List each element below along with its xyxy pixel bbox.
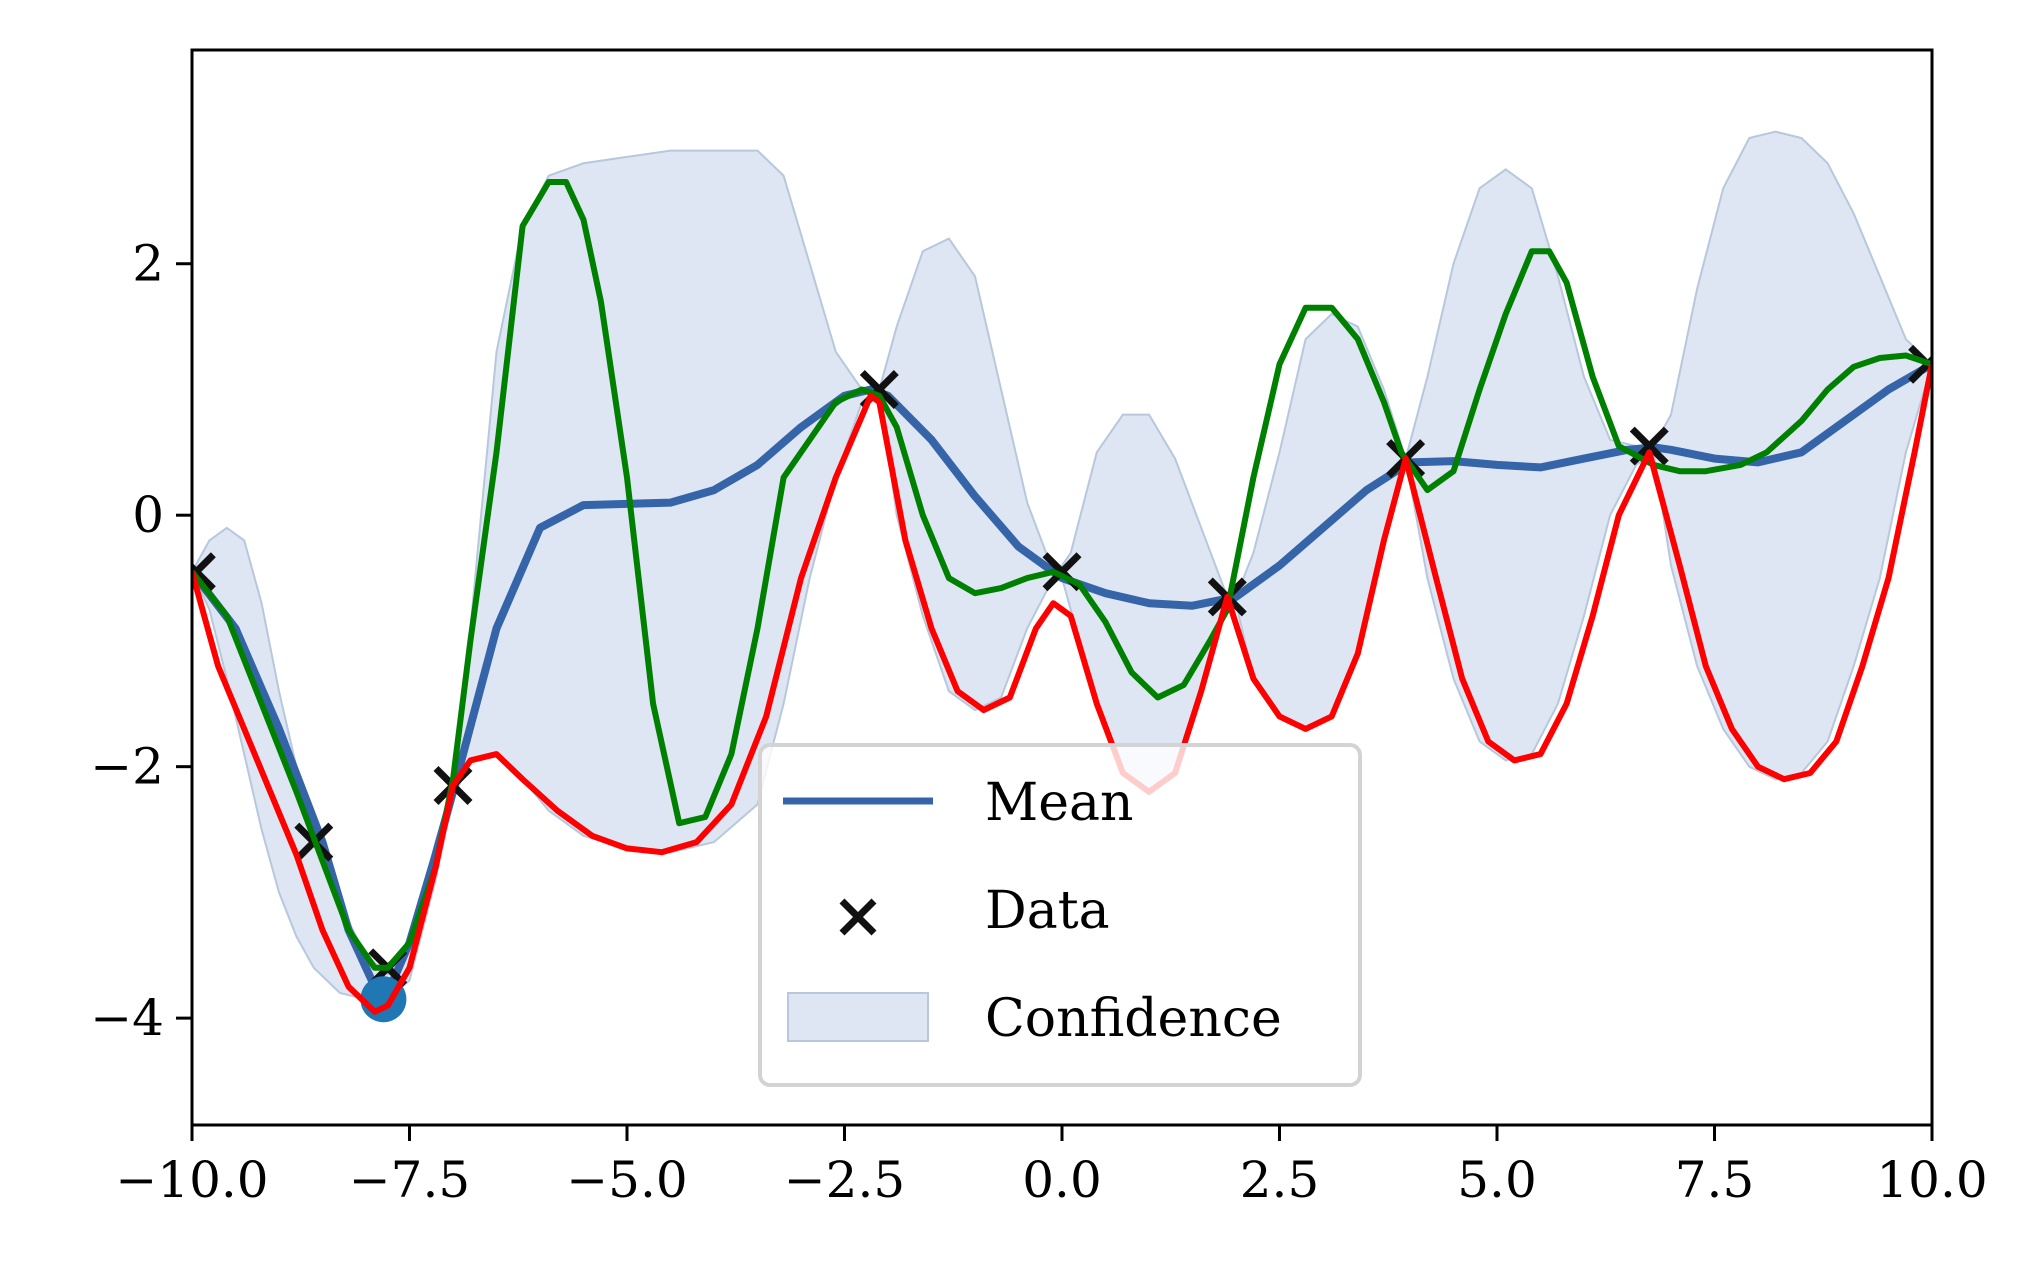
y-axis: −4 −2 0 2: [90, 235, 192, 1047]
x-tick-label: −7.5: [349, 1151, 470, 1209]
legend-mean-label: Mean: [985, 773, 1134, 833]
x-tick-label: 7.5: [1675, 1151, 1755, 1209]
x-tick-label: −5.0: [566, 1151, 687, 1209]
y-tick-label: 2: [132, 235, 164, 293]
x-tick-label: −2.5: [784, 1151, 905, 1209]
legend-confidence-label: Confidence: [985, 989, 1282, 1049]
data-point-marker: [192, 552, 216, 592]
confidence-band: [192, 130, 1932, 1001]
legend-data-label: Data: [985, 881, 1110, 941]
x-tick-label: −10.0: [115, 1151, 268, 1209]
x-tick-label: 5.0: [1457, 1151, 1537, 1209]
x-axis: −10.0 −7.5 −5.0 −2.5 0.0 2.5 5.0 7.5 10.0: [115, 1125, 1988, 1209]
legend: Mean Data Confidence: [758, 743, 1362, 1087]
x-tick-label: 0.0: [1022, 1151, 1102, 1209]
plot-area: [192, 130, 1932, 1023]
sample-line-red: [192, 363, 1932, 1015]
y-tick-label: −4: [90, 989, 164, 1047]
legend-data-marker: [839, 898, 877, 936]
x-tick-label: 2.5: [1240, 1151, 1320, 1209]
sample-line-green: [192, 179, 1932, 971]
y-tick-label: 0: [132, 486, 164, 544]
legend-confidence-swatch: [787, 992, 929, 1042]
plot-content: [192, 130, 1932, 1023]
y-tick-label: −2: [90, 738, 164, 796]
x-tick-label: 10.0: [1876, 1151, 1987, 1209]
